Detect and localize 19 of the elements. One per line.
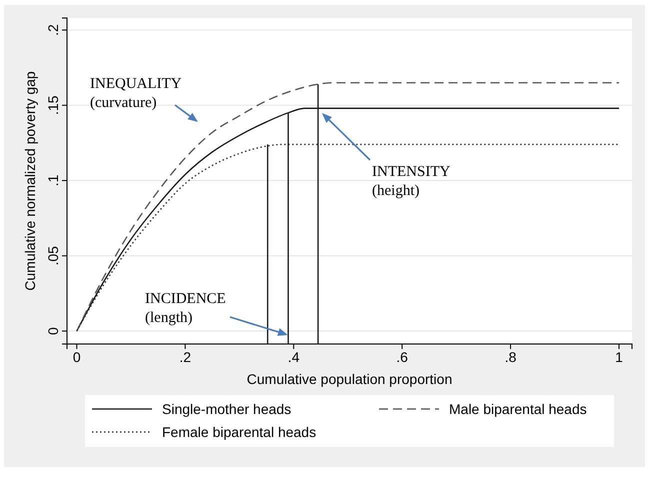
y-axis-title: Cumulative normalized poverty gap [22, 71, 38, 291]
x-tick-label: 0 [72, 348, 81, 365]
x-tick-label: .2 [179, 348, 192, 365]
annotation: INTENSITY (height) [372, 164, 450, 199]
y-tick-label: .05 [45, 246, 61, 266]
x-tick-label: .8 [504, 348, 517, 365]
y-tick-label: .1 [45, 174, 61, 186]
x-axis-title: Cumulative population proportion [246, 371, 452, 387]
legend-label: Male biparental heads [449, 401, 587, 417]
legend-label: Single-mother heads [162, 401, 292, 417]
annotation: INCIDENCE (length) [145, 291, 226, 326]
legend-label: Female biparental heads [162, 424, 316, 440]
y-tick-label: .2 [45, 24, 61, 36]
x-tick-label: 1 [615, 348, 624, 365]
x-tick-label: .6 [396, 348, 408, 365]
annotation: INEQUALITY (curvature) [90, 76, 182, 111]
x-tick-label: .4 [288, 348, 300, 365]
y-tick-label: 0 [45, 326, 61, 335]
y-tick-label: .15 [45, 95, 61, 116]
